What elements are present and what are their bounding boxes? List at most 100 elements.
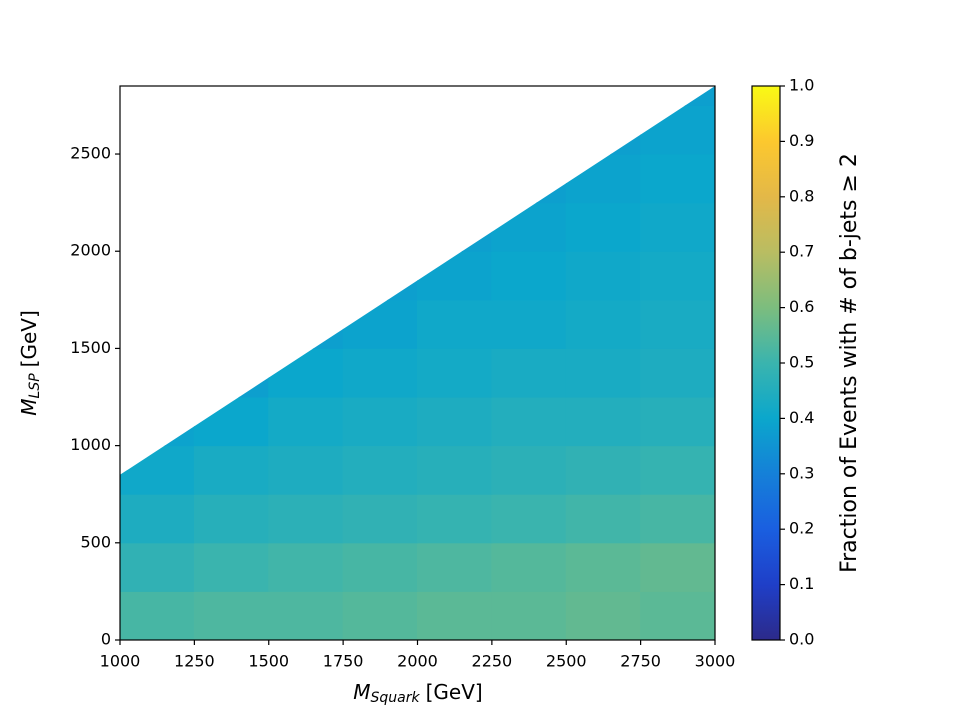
contour-cell xyxy=(342,396,418,447)
contour-cell xyxy=(417,542,493,592)
contour-cell xyxy=(640,396,715,447)
y-label-symbol: M xyxy=(17,398,41,415)
contour-cell xyxy=(565,542,642,592)
contour-cell xyxy=(491,250,567,301)
colorbar-tick-label: 0.3 xyxy=(789,463,814,482)
x-tick-label: 1750 xyxy=(323,652,364,671)
contour-cell xyxy=(640,299,715,349)
colorbar-label: Fraction of Events with # of b-jets ≥ 2 xyxy=(837,153,862,573)
contour-cell xyxy=(565,590,642,640)
contour-cell xyxy=(342,590,418,640)
y-tick-label: 1000 xyxy=(70,435,111,454)
contour-field xyxy=(120,86,715,640)
x-tick-label: 2250 xyxy=(472,652,513,671)
contour-cell xyxy=(491,299,567,349)
contour-cell xyxy=(565,202,642,252)
contour-cell xyxy=(268,542,344,592)
contour-cell xyxy=(193,590,270,640)
contour-cell xyxy=(640,445,715,495)
colorbar-tick-label: 1.0 xyxy=(789,76,814,95)
contour-cell xyxy=(491,590,567,640)
contour-cell xyxy=(640,347,715,398)
x-tick-label: 1000 xyxy=(100,652,141,671)
contour-cell xyxy=(565,153,642,204)
contour-cell xyxy=(268,396,344,447)
contour-cell xyxy=(342,250,418,301)
y-label-subscript: LSP xyxy=(27,373,43,399)
contour-cell xyxy=(268,347,344,398)
contour-cell xyxy=(120,590,195,640)
contour-cell xyxy=(491,396,567,447)
y-tick-label: 500 xyxy=(80,532,111,551)
contour-cell xyxy=(565,104,642,155)
contour-cell xyxy=(120,445,195,495)
contour-cell xyxy=(193,542,270,592)
contour-cell xyxy=(120,542,195,592)
contour-cell xyxy=(193,445,270,495)
contour-cell xyxy=(417,590,493,640)
contour-cell xyxy=(268,493,344,544)
contour-cell xyxy=(417,445,493,495)
contour-cell xyxy=(342,299,418,349)
colorbar-tick-label: 0.8 xyxy=(789,186,814,205)
contour-cell xyxy=(640,590,715,640)
x-tick-label: 2750 xyxy=(620,652,661,671)
contour-cell xyxy=(342,347,418,398)
y-tick-label: 2500 xyxy=(70,144,111,163)
contour-cell xyxy=(417,493,493,544)
colorbar-tick-label: 0.4 xyxy=(789,408,814,427)
contour-cell xyxy=(491,347,567,398)
x-label-symbol: M xyxy=(353,680,370,704)
colorbar-tick-label: 0.6 xyxy=(789,297,814,316)
y-tick-label: 2000 xyxy=(70,241,111,260)
contour-cell xyxy=(120,493,195,544)
contour-cell xyxy=(342,445,418,495)
x-tick-label: 1500 xyxy=(248,652,289,671)
colorbar-tick-label: 0.5 xyxy=(789,353,814,372)
colorbar-tick-label: 0.0 xyxy=(789,630,814,649)
contour-cell xyxy=(491,542,567,592)
contour-cell xyxy=(640,542,715,592)
contour-cell xyxy=(491,445,567,495)
x-label-unit: [GeV] xyxy=(426,680,483,704)
contour-cell xyxy=(417,202,493,252)
x-tick-label: 1250 xyxy=(174,652,215,671)
contour-cell xyxy=(491,493,567,544)
contour-cell xyxy=(193,396,270,447)
x-axis-label: MSquark [GeV] xyxy=(353,680,482,707)
contour-cell xyxy=(565,347,642,398)
colorbar-tick-label: 0.2 xyxy=(789,519,814,538)
contour-cell xyxy=(268,590,344,640)
contour-cell xyxy=(193,347,270,398)
colorbar-tick-label: 0.1 xyxy=(789,574,814,593)
contour-cell xyxy=(640,86,715,106)
contour-cell xyxy=(417,250,493,301)
y-tick-label: 0 xyxy=(101,630,111,649)
contour-cell xyxy=(565,299,642,349)
contour-cell xyxy=(565,493,642,544)
contour-cell xyxy=(640,104,715,155)
colorbar-tick-label: 0.7 xyxy=(789,242,814,261)
contour-cell xyxy=(417,299,493,349)
y-tick-label: 1500 xyxy=(70,338,111,357)
contour-cell xyxy=(565,396,642,447)
x-label-subscript: Squark xyxy=(371,690,421,706)
contour-cell xyxy=(640,493,715,544)
contour-cell xyxy=(193,493,270,544)
contour-cell xyxy=(491,153,567,204)
contour-cell xyxy=(342,542,418,592)
contour-cell xyxy=(640,202,715,252)
contour-cell xyxy=(417,347,493,398)
contour-cell xyxy=(640,250,715,301)
contour-cell xyxy=(268,445,344,495)
contour-cell xyxy=(417,396,493,447)
colorbar xyxy=(751,85,781,641)
x-tick-label: 2500 xyxy=(546,652,587,671)
colorbar-tick-label: 0.9 xyxy=(789,131,814,150)
contour-cell xyxy=(268,299,344,349)
x-tick-label: 3000 xyxy=(695,652,736,671)
y-axis-label: MLSP [GeV] xyxy=(17,310,44,416)
contour-cell xyxy=(342,493,418,544)
